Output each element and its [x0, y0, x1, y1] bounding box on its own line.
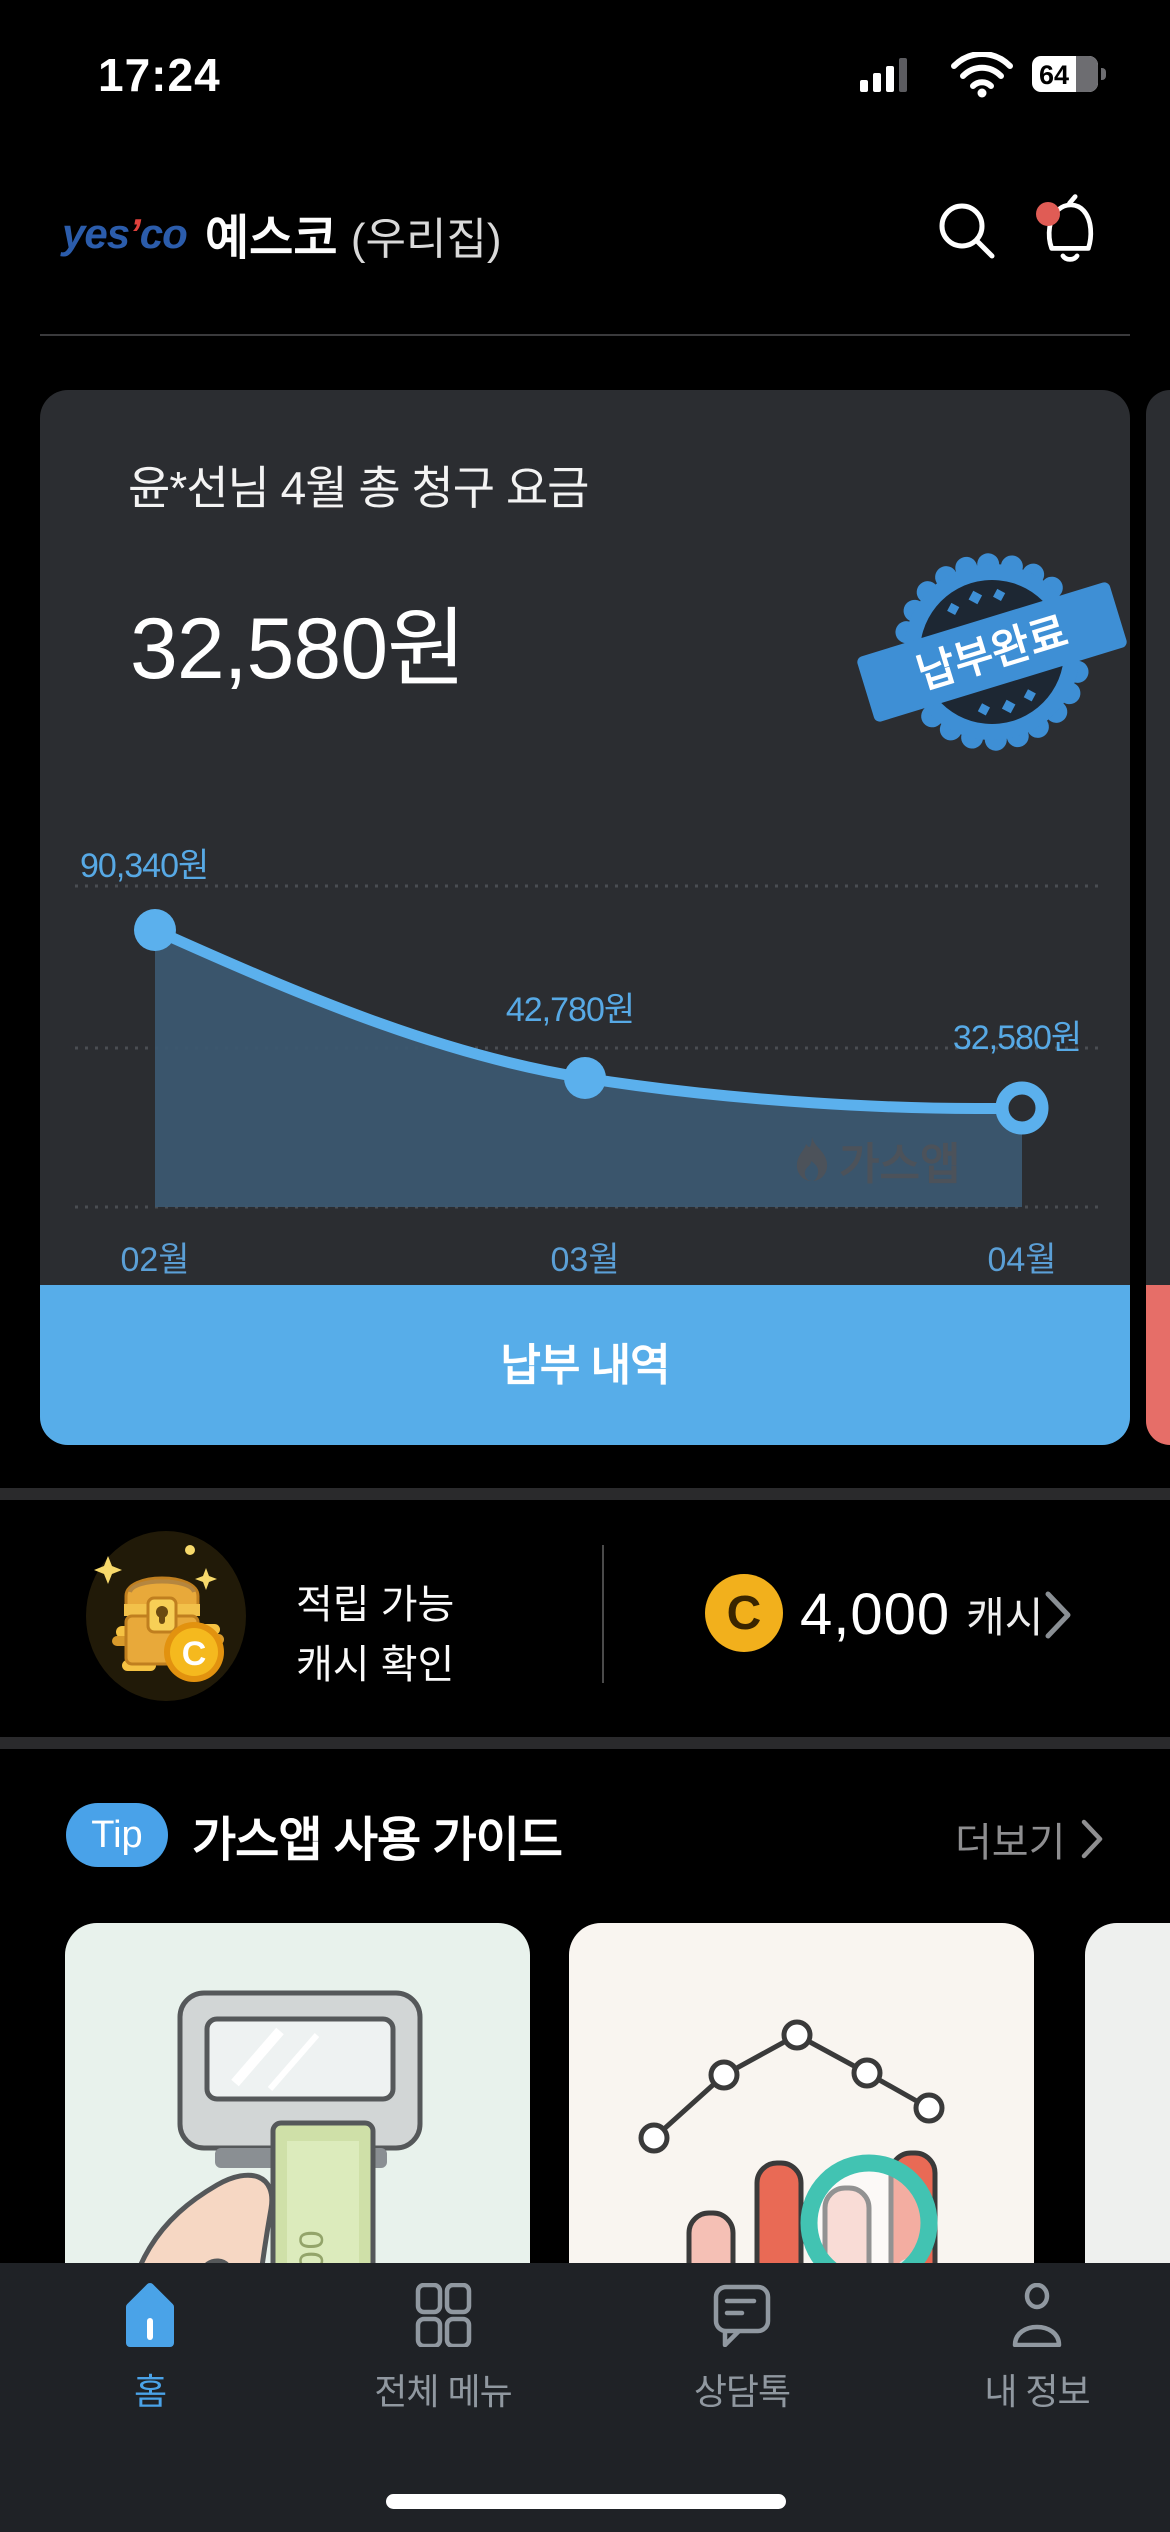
logo-accent-mark: ’ [129, 210, 141, 257]
notification-bell-icon[interactable] [1030, 190, 1110, 270]
nav-label-chat: 상담톡 [693, 2371, 791, 2412]
chart-value-label-apr: 32,580원 [952, 1019, 1082, 1057]
nav-item-chat[interactable]: 상담톡 [632, 2283, 852, 2415]
chart-value-label-feb: 90,340원 [80, 847, 209, 885]
nav-item-all-menu[interactable]: 전체 메뉴 [333, 2283, 553, 2415]
chart-point-feb [134, 909, 176, 951]
tip-more-link[interactable]: 더보기 [955, 1810, 1105, 1868]
cellular-signal-icon [860, 58, 907, 92]
page-title: 예스코 (우리집) [205, 212, 502, 265]
chart-point-mar [564, 1057, 606, 1099]
chevron-right-icon [1082, 1819, 1103, 1859]
chest-coin-letter: C [182, 1635, 207, 1673]
cash-balance[interactable]: 4,000 캐시 [800, 1578, 1043, 1650]
chart-month-feb: 02월 [120, 1241, 190, 1279]
flame-icon [796, 1137, 828, 1181]
header-divider [40, 334, 1130, 336]
yesco-logo: yes’co [62, 210, 188, 257]
cash-unit: 캐시 [966, 1593, 1044, 1641]
next-card-button-peek [1146, 1285, 1170, 1445]
battery-percent: 64 [1038, 60, 1070, 90]
section-divider [0, 1737, 1170, 1749]
wifi-icon [951, 52, 1013, 98]
gasapp-watermark: 가스앱 [793, 1128, 960, 1192]
billing-card[interactable] [40, 390, 1130, 1445]
watermark-label: 가스앱 [839, 1140, 961, 1189]
billing-amount: 32,580원 [130, 601, 466, 697]
person-icon [1012, 2283, 1062, 2347]
chart-point-apr-current [995, 1081, 1049, 1135]
nav-label-my-info: 내 정보 [984, 2371, 1090, 2412]
chart-month-mar: 03월 [550, 1241, 620, 1279]
household-label: (우리집) [350, 215, 502, 264]
chart-value-label-mar: 42,780원 [505, 991, 635, 1029]
next-card-peek[interactable] [1146, 390, 1170, 1285]
battery-icon: 64 [1032, 56, 1110, 92]
billing-line-chart [75, 884, 1098, 1209]
payment-history-button[interactable]: 납부 내역 [40, 1285, 1130, 1445]
nav-item-my-info[interactable]: 내 정보 [927, 2283, 1147, 2415]
tip-badge: Tip [66, 1803, 168, 1867]
chat-icon [713, 2284, 771, 2347]
chart-month-apr: 04월 [987, 1241, 1057, 1279]
section-divider [0, 1488, 1170, 1500]
home-indicator[interactable] [386, 2494, 786, 2509]
home-icon [126, 2283, 174, 2347]
tip-section-title: 가스앱 사용 가이드 [192, 1814, 563, 1867]
treasure-chest-illustration[interactable]: C [78, 1528, 248, 1703]
cash-coin-icon: C [705, 1574, 783, 1652]
chart-area-fill [155, 930, 1022, 1207]
chevron-right-icon[interactable] [1040, 1586, 1076, 1644]
search-icon[interactable] [928, 192, 1008, 272]
grid-menu-icon [415, 2283, 472, 2347]
status-time: 17:24 [98, 49, 221, 101]
nav-label-home: 홈 [133, 2371, 167, 2412]
cash-amount: 4,000 [800, 1581, 951, 1647]
bottom-navigation: 홈 전체 메뉴 상담톡 내 정보 [0, 2263, 1170, 2532]
nav-item-home[interactable]: 홈 [40, 2283, 260, 2415]
billing-title: 윤*선님 4월 총 청구 요금 [128, 462, 589, 514]
nav-label-all-menu: 전체 메뉴 [374, 2371, 512, 2412]
payment-complete-stamp: 납부완료 [857, 553, 1127, 751]
cash-check-label: 적립 가능 캐시 확인 [296, 1583, 455, 1687]
vertical-divider [602, 1545, 604, 1683]
notification-dot [1036, 202, 1060, 226]
